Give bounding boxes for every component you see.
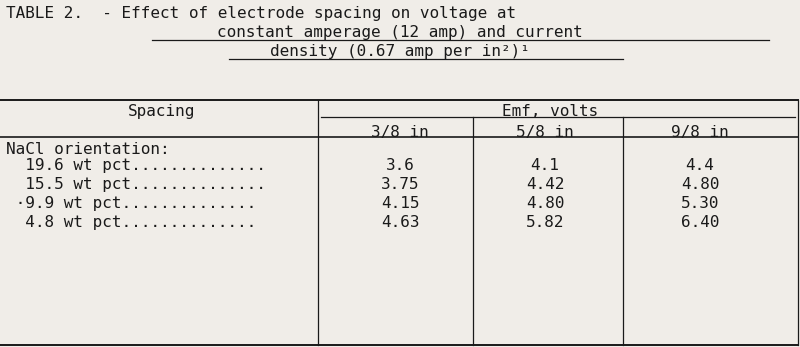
Text: 4.80: 4.80 xyxy=(681,177,719,192)
Text: 4.42: 4.42 xyxy=(526,177,564,192)
Text: 6.40: 6.40 xyxy=(681,215,719,230)
Text: 19.6 wt pct..............: 19.6 wt pct.............. xyxy=(6,158,266,173)
Text: density (0.67 amp per in²)¹: density (0.67 amp per in²)¹ xyxy=(270,44,530,59)
Text: 4.15: 4.15 xyxy=(381,196,419,211)
Text: 5.30: 5.30 xyxy=(681,196,719,211)
Text: 5/8 in: 5/8 in xyxy=(516,125,574,140)
Text: 4.1: 4.1 xyxy=(530,158,559,173)
Text: 9/8 in: 9/8 in xyxy=(671,125,729,140)
Text: constant amperage (12 amp) and current: constant amperage (12 amp) and current xyxy=(217,25,583,40)
Text: 4.80: 4.80 xyxy=(526,196,564,211)
Text: 3.75: 3.75 xyxy=(381,177,419,192)
Text: 3/8 in: 3/8 in xyxy=(371,125,429,140)
Text: TABLE 2.  - Effect of electrode spacing on voltage at: TABLE 2. - Effect of electrode spacing o… xyxy=(6,6,516,21)
Text: 3.6: 3.6 xyxy=(386,158,414,173)
Text: NaCl orientation:: NaCl orientation: xyxy=(6,142,170,157)
Text: 4.4: 4.4 xyxy=(686,158,714,173)
Text: 4.63: 4.63 xyxy=(381,215,419,230)
Text: 4.8 wt pct..............: 4.8 wt pct.............. xyxy=(6,215,256,230)
Text: Emf, volts: Emf, volts xyxy=(502,104,598,119)
Text: Spacing: Spacing xyxy=(128,104,196,119)
Text: ·9.9 wt pct..............: ·9.9 wt pct.............. xyxy=(6,196,256,211)
Text: 15.5 wt pct..............: 15.5 wt pct.............. xyxy=(6,177,266,192)
Text: 5.82: 5.82 xyxy=(526,215,564,230)
